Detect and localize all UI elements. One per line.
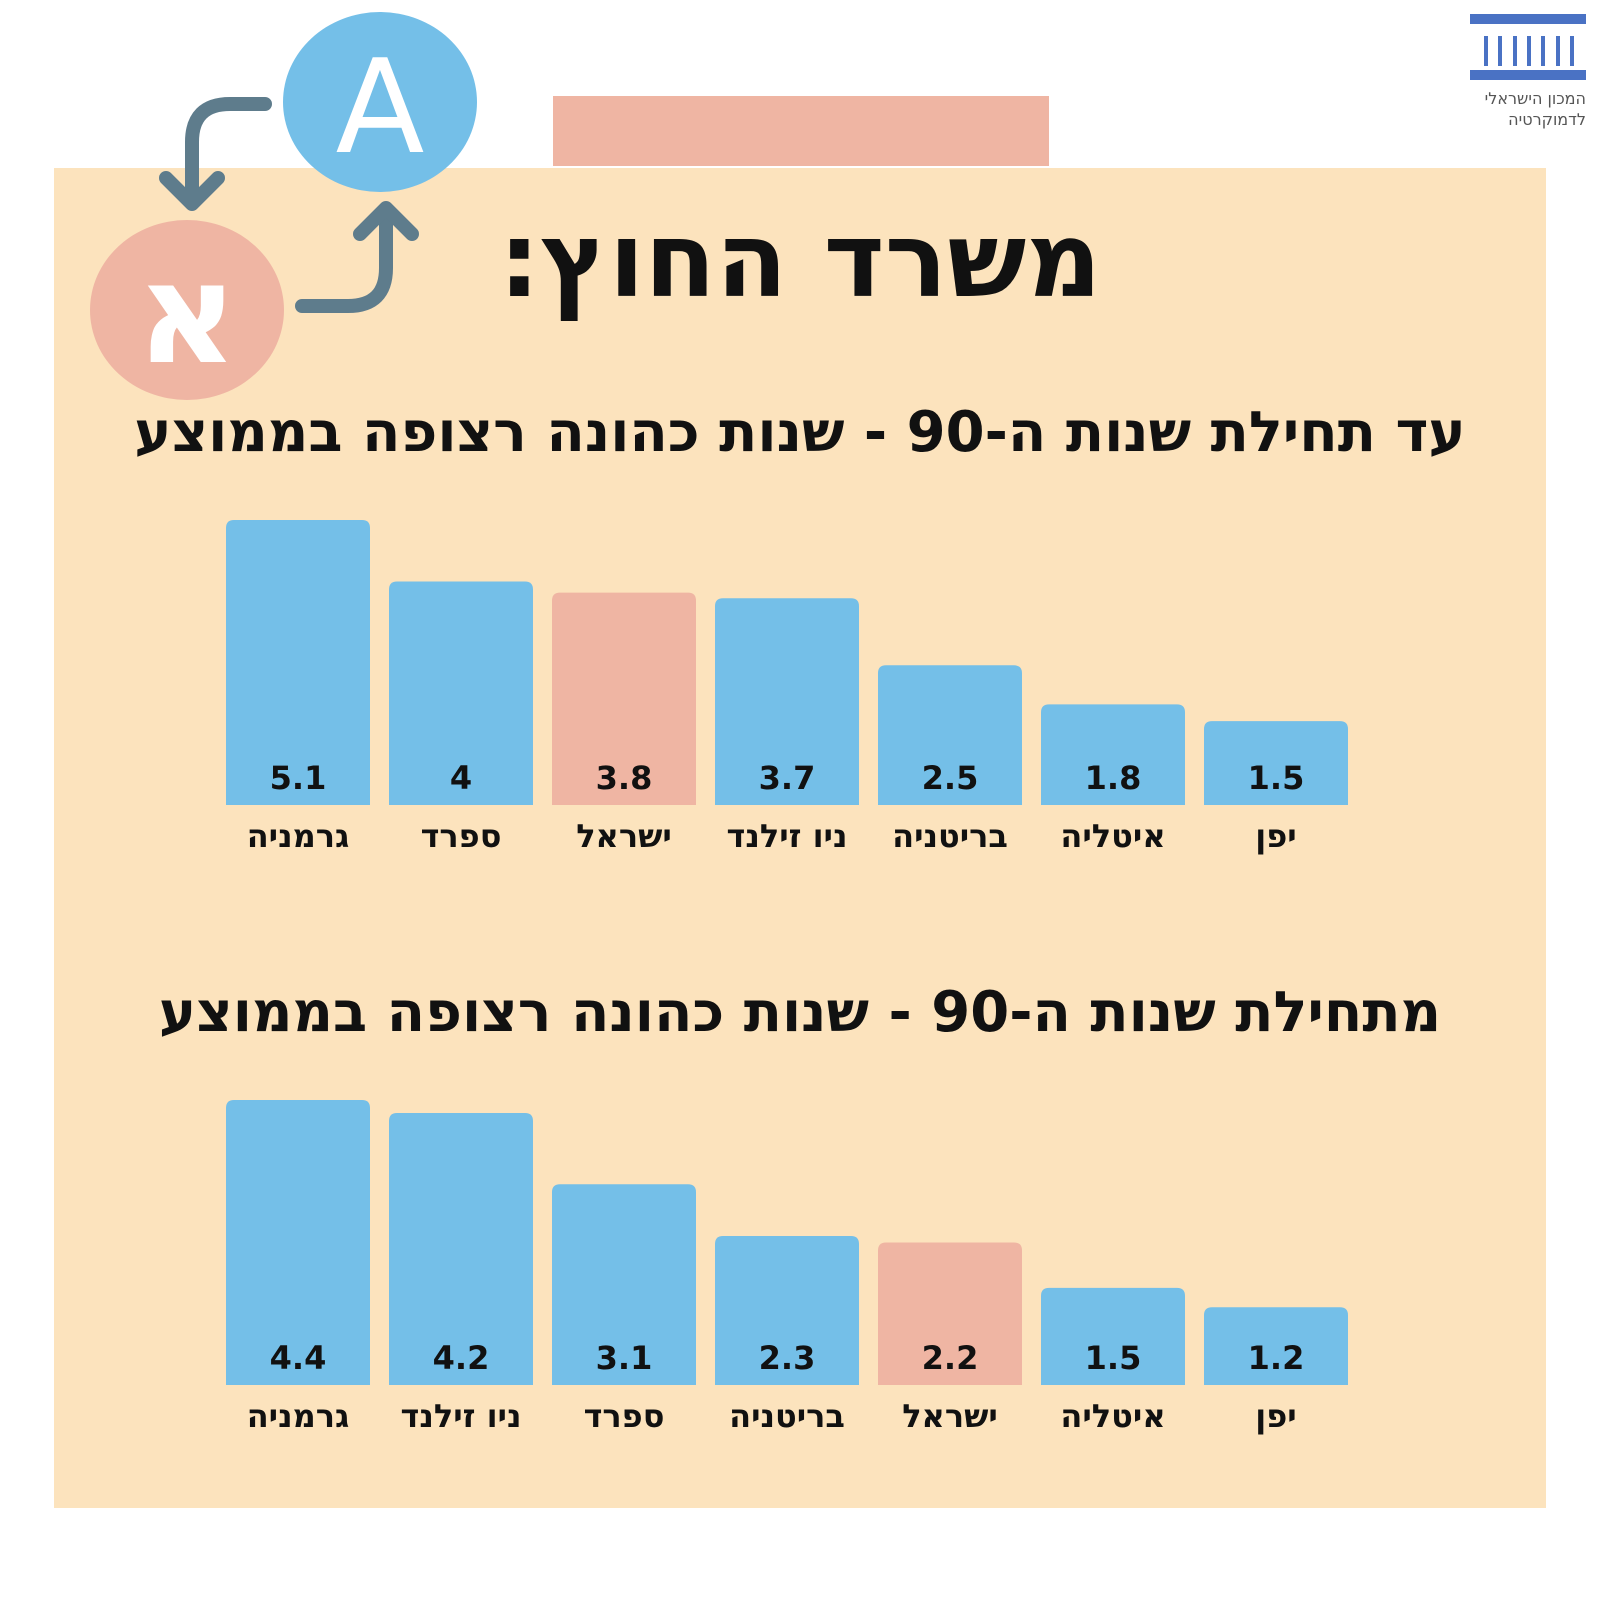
hebrew-letter-label: א [136, 233, 238, 396]
bar [715, 598, 859, 805]
value-label: 1.2 [1248, 1339, 1305, 1377]
value-label: 2.2 [922, 1339, 979, 1377]
category-label: יפן [1255, 1397, 1296, 1435]
value-label: 2.5 [922, 759, 979, 797]
bar [1204, 1307, 1348, 1385]
category-label: ישראל [902, 1397, 998, 1435]
institute-logo-icon: המכון הישראלי לדמוקרטיה [1466, 14, 1590, 144]
category-label: גרמניה [247, 817, 350, 855]
chart-title-before-90s: עד תחילת שנות ה-90 - שנות כהונה רצופה במ… [134, 400, 1466, 465]
chart-title-since-90s: מתחילת שנות ה-90 - שנות כהונה רצופה בממו… [158, 980, 1442, 1045]
value-label: 1.5 [1085, 1339, 1142, 1377]
bar [552, 1184, 696, 1385]
value-label: 5.1 [270, 759, 327, 797]
bar [715, 1236, 859, 1385]
bar-chart-before-90s: 5.1 גרמניה 4 ספרד 3.8 ישראל 3.7 ניו זילנד 2.5 ברי… [226, 520, 1348, 855]
value-label: 1.5 [1248, 759, 1305, 797]
page-title: משרד החוץ: [498, 199, 1102, 321]
value-label: 1.8 [1085, 759, 1142, 797]
value-label: 4.2 [433, 1339, 490, 1377]
latin-letter-label: A [336, 31, 425, 183]
category-label: בריטניה [892, 817, 1008, 855]
value-label: 4 [450, 759, 472, 797]
bar [1041, 1287, 1185, 1385]
category-label: ישראל [576, 817, 672, 855]
value-label: 3.7 [759, 759, 816, 797]
value-label: 4.4 [270, 1339, 327, 1377]
bar [552, 592, 696, 805]
decorative-top-tab [553, 96, 1049, 166]
bar [389, 581, 533, 805]
bar [878, 665, 1022, 805]
institute-logo-text: המכון הישראלי לדמוקרטיה [1484, 89, 1586, 129]
value-label: 3.1 [596, 1339, 653, 1377]
category-label: ספרד [421, 817, 502, 855]
bar [226, 520, 370, 805]
category-label: ניו זילנד [401, 1397, 522, 1435]
bar [1041, 704, 1185, 805]
category-label: בריטניה [729, 1397, 845, 1435]
bar [389, 1112, 533, 1385]
category-label: ניו זילנד [727, 817, 848, 855]
value-label: 3.8 [596, 759, 653, 797]
bar [878, 1242, 1022, 1385]
value-label: 2.3 [759, 1339, 816, 1377]
category-label: גרמניה [247, 1397, 350, 1435]
category-label: איטליה [1060, 817, 1165, 855]
category-label: איטליה [1060, 1397, 1165, 1435]
bar [226, 1100, 370, 1385]
category-label: יפן [1255, 817, 1296, 855]
bar [1204, 721, 1348, 805]
bar-chart-since-90s: 4.4 גרמניה 4.2 ניו זילנד 3.1 ספרד 2.3 בריטניה 2.… [226, 1100, 1348, 1435]
category-label: ספרד [584, 1397, 665, 1435]
translate-icon: A א [90, 12, 477, 400]
